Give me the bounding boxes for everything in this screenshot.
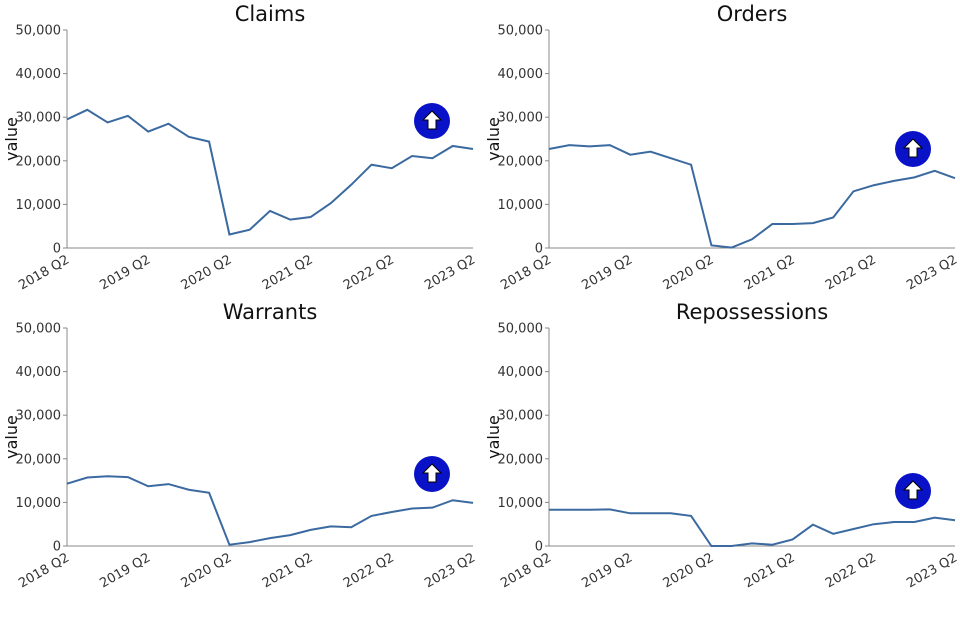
- x-tick-label: 2023 Q2: [422, 550, 478, 591]
- chart-panel: Claims value 0 10,000 20,000 30,000 40,000 50,0…: [2, 2, 478, 293]
- x-tick-label: 2022 Q2: [823, 550, 879, 591]
- x-tick-label: 2021 Q2: [742, 550, 798, 591]
- y-axis-label: value: [484, 117, 503, 161]
- x-tick-label: 2019 Q2: [97, 252, 153, 293]
- y-tick-label: 20,000: [16, 154, 62, 169]
- x-tick-label: 2022 Q2: [341, 252, 397, 293]
- y-tick-label: 40,000: [498, 365, 544, 380]
- chart-panel: Orders value 0 10,000 20,000 30,000 40,000 50,0…: [484, 2, 960, 293]
- y-tick-label: 0: [535, 540, 543, 555]
- y-tick-label: 40,000: [498, 67, 544, 82]
- x-tick-label: 2020 Q2: [661, 550, 717, 591]
- x-tick-label: 2020 Q2: [179, 550, 235, 591]
- x-tick-label: 2019 Q2: [579, 550, 635, 591]
- x-tick-label: 2018 Q2: [498, 252, 554, 293]
- y-tick-label: 30,000: [498, 409, 544, 424]
- x-tick-label: 2019 Q2: [97, 550, 153, 591]
- x-tick-label: 2020 Q2: [661, 252, 717, 293]
- data-line: [549, 508, 956, 547]
- x-tick-label: 2018 Q2: [16, 550, 72, 591]
- y-tick-label: 40,000: [16, 365, 62, 380]
- x-tick-label: 2020 Q2: [179, 252, 235, 293]
- up-button[interactable]: [895, 131, 931, 167]
- chart-title: Repossessions: [676, 300, 828, 324]
- y-tick-label: 10,000: [16, 198, 62, 213]
- y-axis-label: value: [2, 117, 21, 161]
- y-tick-label: 50,000: [498, 322, 544, 337]
- y-tick-label: 10,000: [16, 496, 62, 511]
- up-button[interactable]: [414, 456, 450, 492]
- y-tick-label: 50,000: [498, 24, 544, 39]
- x-tick-label: 2018 Q2: [498, 550, 554, 591]
- x-tick-label: 2022 Q2: [823, 252, 879, 293]
- x-tick-label: 2022 Q2: [341, 550, 397, 591]
- chart-title: Claims: [235, 2, 306, 26]
- y-tick-label: 50,000: [16, 322, 62, 337]
- y-tick-label: 20,000: [498, 452, 544, 467]
- y-tick-label: 0: [53, 242, 61, 257]
- x-tick-label: 2021 Q2: [742, 252, 798, 293]
- x-tick-label: 2023 Q2: [422, 252, 478, 293]
- y-tick-label: 10,000: [498, 496, 544, 511]
- chart-panel: Repossessions value 0 10,000 20,000 30,000 40,…: [484, 300, 960, 591]
- y-axis-label: value: [484, 415, 503, 459]
- y-tick-label: 0: [535, 242, 543, 257]
- y-tick-label: 30,000: [16, 409, 62, 424]
- data-line: [66, 475, 474, 546]
- x-tick-label: 2021 Q2: [260, 550, 316, 591]
- y-tick-label: 20,000: [498, 154, 544, 169]
- x-tick-label: 2021 Q2: [260, 252, 316, 293]
- y-tick-label: 0: [53, 540, 61, 555]
- y-tick-label: 30,000: [498, 111, 544, 126]
- x-tick-label: 2023 Q2: [904, 550, 960, 591]
- chart-title: Orders: [717, 2, 788, 26]
- up-button[interactable]: [414, 103, 450, 139]
- y-tick-label: 50,000: [16, 24, 62, 39]
- up-button[interactable]: [895, 473, 931, 509]
- y-tick-label: 20,000: [16, 452, 62, 467]
- y-tick-label: 40,000: [16, 67, 62, 82]
- y-axis-label: value: [2, 415, 21, 459]
- y-tick-label: 10,000: [498, 198, 544, 213]
- y-tick-label: 30,000: [16, 111, 62, 126]
- x-tick-label: 2023 Q2: [904, 252, 960, 293]
- x-tick-label: 2018 Q2: [16, 252, 72, 293]
- chart-panel: Warrants value 0 10,000 20,000 30,000 40,000 50…: [2, 300, 478, 591]
- data-line: [66, 108, 474, 236]
- chart-title: Warrants: [223, 300, 318, 324]
- data-line: [548, 144, 956, 249]
- x-tick-label: 2019 Q2: [579, 252, 635, 293]
